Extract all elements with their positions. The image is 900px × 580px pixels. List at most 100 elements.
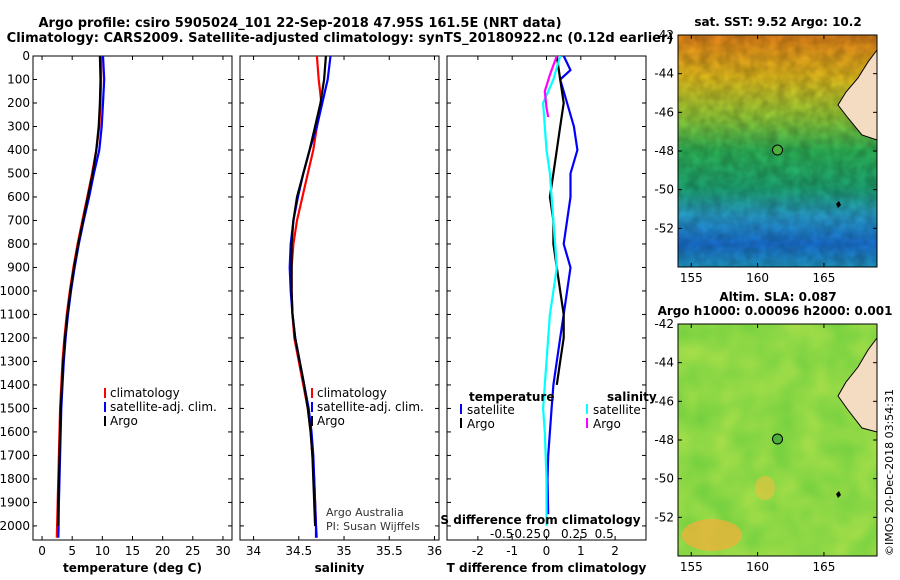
sla-map-warm-patch xyxy=(682,519,742,551)
x-tick-label: 0 xyxy=(543,544,551,558)
map-x-tick-label: 155 xyxy=(680,271,703,285)
series-line-s-argo xyxy=(543,55,558,118)
x-tick-label: 1 xyxy=(577,544,585,558)
x-tick-label: 25 xyxy=(185,544,200,558)
difference-panel: -2 -1 0 1 2 T difference from climatology temp… xyxy=(440,55,657,575)
series-line-satellite-adj-clim- xyxy=(57,55,106,538)
legend-title-temperature: temperature xyxy=(469,390,554,404)
series-line-argo xyxy=(56,55,102,526)
credit-line2: PI: Susan Wijffels xyxy=(326,520,420,533)
x-tick-label: 15 xyxy=(125,544,140,558)
y-tick-label: 1500 xyxy=(0,401,30,415)
sla-map-argo-marker xyxy=(772,433,783,445)
legend-label: Argo xyxy=(317,414,345,428)
top-tick-label: 0 xyxy=(543,527,551,541)
y-tick-label: 1900 xyxy=(0,495,30,509)
title-line1: Argo profile: csiro 5905024_101 22-Sep-2… xyxy=(38,16,561,31)
legend-label: satellite xyxy=(593,403,641,417)
temperature-panel: 0100200300400500600700800900100011001200… xyxy=(0,49,233,575)
y-tick-label: 1300 xyxy=(0,354,30,368)
map-y-tick-label: -44 xyxy=(654,356,674,370)
credit-line1: Argo Australia xyxy=(326,506,404,519)
y-tick-label: 800 xyxy=(7,237,30,251)
sla-map-subtitle: Argo h1000: 0.00096 h2000: 0.001 xyxy=(658,304,893,318)
y-tick-label: 500 xyxy=(7,166,30,180)
top-tick-label: -0.5 xyxy=(490,527,513,541)
top-axis-label: S difference from climatology xyxy=(440,513,640,527)
series-line-s-satellite xyxy=(541,55,562,526)
title-line2: Climatology: CARS2009. Satellite-adjuste… xyxy=(7,31,674,46)
map-y-tick-label: -46 xyxy=(654,105,674,119)
y-tick-label: 900 xyxy=(7,260,30,274)
series-line-climatology xyxy=(55,56,103,538)
top-tick-label: 0.25 xyxy=(561,527,588,541)
legend-label: Argo xyxy=(467,417,495,431)
map-y-tick-label: -50 xyxy=(654,472,674,486)
x-tick-label: 36 xyxy=(427,544,442,558)
map-y-tick-label: -46 xyxy=(654,394,674,408)
y-tick-label: 700 xyxy=(7,213,30,227)
y-tick-label: 1600 xyxy=(0,425,30,439)
sla-map-panel: Altim. SLA: 0.087 Argo h1000: 0.00096 h2… xyxy=(654,290,892,574)
x-tick-label: 35.5 xyxy=(376,544,403,558)
map-y-tick-label: -48 xyxy=(654,144,674,158)
panel-frame xyxy=(32,55,233,541)
salinity-panel: 34 34.5 35 35.5 36 salinity climatologysatelli… xyxy=(239,55,442,575)
y-tick-label: 1000 xyxy=(0,284,30,298)
map-x-tick-label: 160 xyxy=(746,271,769,285)
legend-label: Argo xyxy=(593,417,621,431)
imos-stamp: ©IMOS 20-Dec-2018 03:54:31 xyxy=(883,389,896,556)
x-axis-label: temperature (deg C) xyxy=(63,561,202,575)
map-y-tick-label: -52 xyxy=(654,510,674,524)
sst-map-panel: sat. SST: 9.52 Argo: 10.2 155 160 165 -42 -4… xyxy=(654,15,878,285)
map-y-tick-label: -48 xyxy=(654,433,674,447)
x-tick-label: 35 xyxy=(336,544,351,558)
sla-map-title: Altim. SLA: 0.087 xyxy=(719,290,836,304)
y-tick-label: 1400 xyxy=(0,378,30,392)
map-y-tick-label: -42 xyxy=(654,28,674,42)
sla-map-land xyxy=(837,324,878,433)
x-tick-label: -1 xyxy=(506,544,518,558)
x-axis-label: salinity xyxy=(315,561,365,575)
y-tick-label: 0 xyxy=(22,49,30,63)
y-tick-label: 600 xyxy=(7,190,30,204)
top-tick-label: -0.25 xyxy=(510,527,541,541)
y-tick-label: 300 xyxy=(7,119,30,133)
map-y-tick-label: -50 xyxy=(654,183,674,197)
y-tick-label: 1800 xyxy=(0,472,30,486)
map-y-tick-label: -42 xyxy=(654,317,674,331)
x-tick-label: 30 xyxy=(215,544,230,558)
legend-label: Argo xyxy=(110,414,138,428)
x-tick-label: 10 xyxy=(95,544,110,558)
map-x-tick-label: 165 xyxy=(812,271,835,285)
x-axis-label: T difference from climatology xyxy=(447,561,647,575)
x-tick-label: 34 xyxy=(246,544,261,558)
y-tick-label: 100 xyxy=(7,72,30,86)
sla-map-warm-patch-2 xyxy=(755,476,775,500)
x-tick-label: -2 xyxy=(472,544,484,558)
x-tick-label: 5 xyxy=(68,544,76,558)
legend-label: satellite-adj. clim. xyxy=(317,400,424,414)
sst-map-land xyxy=(837,35,878,141)
series-line-t-satellite xyxy=(546,55,579,515)
y-tick-label: 200 xyxy=(7,96,30,110)
sla-map-island xyxy=(836,491,841,498)
y-tick-label: 1700 xyxy=(0,448,30,462)
legend-label: satellite-adj. clim. xyxy=(110,400,217,414)
x-tick-label: 20 xyxy=(155,544,170,558)
legend-title-salinity: salinity xyxy=(607,390,657,404)
panel-frame xyxy=(239,55,440,541)
x-tick-label: 34.5 xyxy=(285,544,312,558)
map-x-tick-label: 155 xyxy=(680,560,703,574)
x-tick-label: 2 xyxy=(611,544,619,558)
sst-map-argo-marker xyxy=(772,144,783,156)
y-tick-label: 400 xyxy=(7,143,30,157)
sst-map-island xyxy=(836,201,841,208)
map-x-tick-label: 165 xyxy=(812,560,835,574)
legend-label: climatology xyxy=(317,386,387,400)
legend-label: climatology xyxy=(110,386,180,400)
y-tick-label: 2000 xyxy=(0,519,30,533)
series-line-argo xyxy=(290,55,327,526)
map-x-tick-label: 160 xyxy=(746,560,769,574)
